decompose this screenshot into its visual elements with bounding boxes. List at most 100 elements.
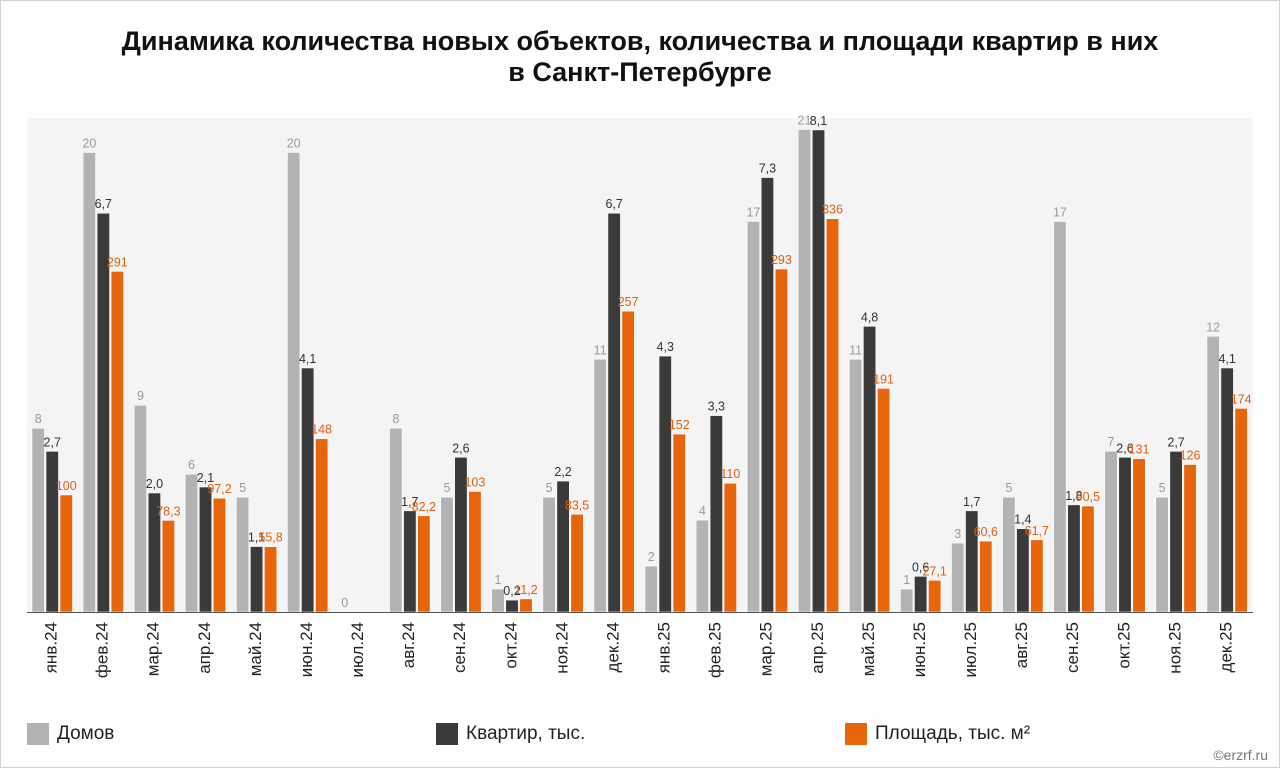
bar-houses (849, 358, 863, 613)
data-label-area: 103 (464, 475, 485, 489)
data-label-apartments: 3,3 (708, 400, 725, 414)
chart-title-line-1: Динамика количества новых объектов, коли… (121, 26, 1159, 56)
data-label-area: 82,2 (412, 500, 436, 514)
data-label-houses: 5 (1005, 481, 1012, 495)
x-tick-label: фев.25 (706, 622, 725, 678)
x-tick-label: окт.25 (1114, 622, 1133, 669)
data-label-area: 100 (56, 479, 77, 493)
data-label-area: 11,2 (514, 583, 537, 597)
data-label-houses: 5 (443, 481, 450, 495)
legend-label-area: Площадь, тыс. м² (875, 723, 1031, 744)
bar-apartments (1016, 528, 1030, 613)
bar-apartments (198, 486, 213, 613)
bar-houses (31, 427, 45, 613)
data-label-houses: 2 (648, 550, 655, 564)
bar-area (570, 513, 584, 613)
x-tick-label: мар.24 (144, 622, 163, 676)
x-tick-label: фев.24 (93, 622, 112, 678)
bar-area (1081, 505, 1095, 613)
bar-area (417, 515, 431, 613)
bar-area (774, 268, 788, 613)
data-label-area: 90,5 (1076, 490, 1100, 504)
legend-item-houses: Домов (27, 720, 114, 748)
x-tick-label: янв.24 (42, 622, 61, 673)
bar-apartments (45, 451, 59, 613)
data-label-apartments: 1,4 (1014, 513, 1031, 527)
data-label-apartments: 1,8 (1065, 489, 1082, 503)
x-tick-label: сен.24 (450, 622, 469, 673)
data-label-houses: 7 (1108, 435, 1115, 449)
data-label-houses: 17 (746, 205, 760, 219)
data-label-area: 60,6 (974, 525, 998, 539)
data-label-area: 126 (1180, 449, 1201, 463)
data-label-apartments: 4,1 (299, 352, 316, 366)
bar-houses (951, 542, 965, 613)
bar-houses (1155, 496, 1169, 613)
data-label-apartments: 6,7 (605, 197, 622, 211)
bar-houses (900, 588, 914, 613)
bar-apartments (1067, 504, 1081, 613)
bar-area (1234, 408, 1248, 613)
legend-swatch-houses (27, 723, 49, 745)
data-label-houses: 20 (287, 136, 301, 150)
bar-houses (236, 496, 250, 613)
x-tick-label: июн.24 (297, 622, 316, 677)
x-tick-label: июн.25 (910, 622, 929, 677)
x-tick-label: апр.24 (195, 622, 214, 674)
bar-apartments (658, 355, 672, 613)
data-label-area: 152 (669, 418, 690, 432)
data-label-apartments: 2,0 (146, 477, 163, 491)
data-label-apartments: 4,3 (657, 340, 674, 354)
bar-area (1132, 458, 1146, 613)
source-credit: ©erzrf.ru (1213, 747, 1268, 763)
bar-apartments (301, 367, 315, 613)
bar-houses (593, 358, 607, 613)
bar-apartments (760, 177, 774, 613)
data-label-houses: 3 (954, 527, 961, 541)
bar-area (519, 598, 533, 613)
data-label-apartments: 2,7 (44, 435, 61, 449)
bar-apartments (1118, 456, 1132, 613)
data-label-houses: 5 (1159, 481, 1166, 495)
data-label-apartments: 8,1 (810, 114, 827, 128)
chart-title-line-2: в Санкт-Петербурге (508, 57, 772, 87)
bar-area (825, 218, 840, 613)
bar-area (161, 520, 175, 613)
data-label-houses: 6 (188, 458, 195, 472)
legend-label-apartments: Квартир, тыс. (466, 723, 586, 744)
data-label-apartments: 0,6 (912, 560, 929, 574)
bar-area (979, 540, 993, 613)
plot-area (27, 118, 1253, 612)
data-label-area: 148 (311, 423, 332, 437)
data-label-apartments: 1,7 (963, 495, 980, 509)
data-label-houses: 0 (341, 596, 348, 610)
bar-apartments (863, 326, 877, 613)
data-label-houses: 8 (35, 412, 42, 426)
data-label-houses: 9 (137, 389, 144, 403)
x-tick-label: мар.25 (757, 622, 776, 676)
x-tick-label: май.24 (246, 622, 265, 676)
bar-area (723, 482, 737, 613)
x-tick-label: апр.25 (808, 622, 827, 674)
bar-apartments (96, 212, 110, 613)
data-label-area: 291 (107, 255, 128, 269)
bar-houses (1104, 450, 1118, 613)
legend-item-apartments: Квартир, тыс. (436, 720, 585, 748)
bar-houses (695, 519, 709, 613)
data-label-houses: 1 (495, 573, 502, 587)
bar-houses (440, 496, 454, 613)
bar-houses (746, 221, 760, 613)
data-label-area: 131 (1129, 443, 1150, 457)
data-label-houses: 11 (594, 343, 607, 357)
bar-area (672, 433, 686, 613)
x-tick-label: июл.24 (348, 622, 367, 677)
bar-area (621, 310, 635, 613)
bar-area (59, 494, 73, 613)
bar-houses (1053, 221, 1067, 613)
bar-houses (133, 404, 147, 613)
x-tick-label: ноя.24 (552, 622, 571, 674)
data-label-area: 174 (1231, 392, 1252, 406)
bar-area (877, 388, 891, 613)
bar-houses (82, 152, 96, 613)
legend-item-area: Площадь, тыс. м² (845, 720, 1030, 748)
